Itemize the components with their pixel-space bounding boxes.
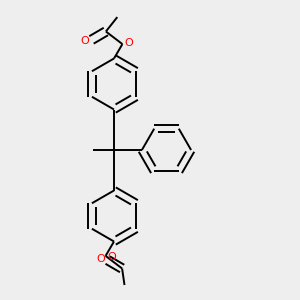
Text: O: O — [80, 35, 89, 46]
Text: O: O — [97, 254, 105, 265]
Text: O: O — [124, 38, 133, 49]
Text: O: O — [107, 251, 116, 262]
